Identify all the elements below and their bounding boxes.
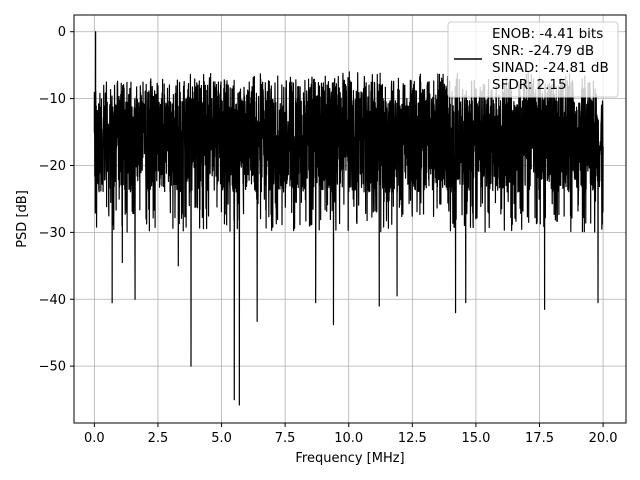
x-tick-label: 2.5 (148, 431, 169, 446)
x-tick-label: 7.5 (275, 431, 296, 446)
psd-line (93, 31, 604, 406)
y-axis-label: PSD [dB] (15, 190, 30, 248)
y-tick-label: −40 (39, 293, 66, 308)
plot-frame (73, 14, 627, 424)
x-tick-label: 10.0 (334, 431, 363, 446)
x-tick-label: 0.0 (84, 431, 105, 446)
legend-snr: SNR: -24.79 dB (492, 43, 594, 59)
y-tick-label: −50 (39, 360, 66, 375)
y-tick-label: −30 (39, 226, 66, 241)
y-tick-label: −10 (39, 92, 66, 107)
x-tick-label: 17.5 (525, 431, 554, 446)
legend: ENOB: -4.41 bits SNR: -24.79 dB SINAD: -… (447, 21, 619, 98)
x-tick-label: 12.5 (398, 431, 427, 446)
psd-series (93, 31, 604, 406)
x-tick-label: 5.0 (211, 431, 232, 446)
x-axis-label: Frequency [MHz] (295, 451, 404, 466)
x-axis: 0.0 2.5 5.0 7.5 10.0 12.5 15.0 17.5 20.0 (84, 423, 618, 446)
legend-box (447, 21, 619, 98)
legend-enob: ENOB: -4.41 bits (492, 26, 603, 42)
y-tick-label: −20 (39, 159, 66, 174)
x-tick-label: 15.0 (461, 431, 490, 446)
legend-sfdr: SFDR: 2.15 (492, 77, 567, 93)
legend-sinad: SINAD: -24.81 dB (492, 60, 609, 76)
y-tick-label: 0 (58, 25, 66, 40)
y-axis: 0 −10 −20 −30 −40 −50 (39, 25, 74, 375)
x-tick-label: 20.0 (589, 431, 618, 446)
